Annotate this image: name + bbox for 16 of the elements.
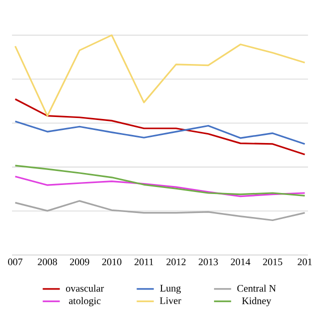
x-tick-label: 2015: [263, 258, 282, 266]
x-tick-label: 2011: [134, 258, 154, 266]
x-tick-label: 2012: [166, 258, 186, 266]
x-tick-label: 2013: [198, 258, 218, 266]
x-tick-label: 2014: [230, 258, 250, 266]
legend-label: Liver: [160, 297, 182, 304]
x-tick-label: 2008: [38, 258, 58, 266]
legend-label: ovascular: [66, 284, 104, 292]
x-tick-label: 201: [298, 258, 312, 266]
x-tick-label: 2009: [70, 258, 90, 266]
legend-label: atologic: [68, 297, 101, 306]
x-tick-label: 007: [8, 258, 22, 266]
legend-label: Lung: [160, 284, 181, 294]
legend-label: Kidney: [242, 297, 272, 306]
x-tick-label: 2010: [102, 258, 122, 266]
legend-label: Central N: [237, 284, 276, 292]
